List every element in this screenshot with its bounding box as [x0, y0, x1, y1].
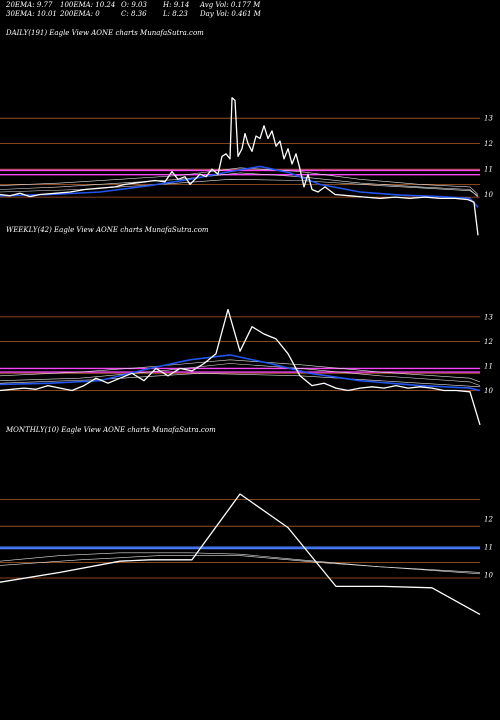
weekly-chart: 13 12 11 10 [0, 308, 493, 426]
monthly-y-tick-0: 12 [484, 516, 493, 524]
weekly-chart-title: WEEKLY(42) Eagle View AONE charts Munafa… [6, 226, 209, 234]
stat-30ema: 30EMA: 10.01 [6, 10, 57, 18]
stat-close: C: 8.36 [121, 10, 147, 18]
weekly-ema-line-2 [0, 372, 481, 388]
weekly-price-line [0, 308, 481, 426]
weekly-ema-line-0 [0, 363, 481, 386]
daily-y-tick-2: 11 [484, 166, 493, 174]
monthly-y-tick-2: 10 [484, 572, 493, 580]
stat-low: L: 8.23 [163, 10, 188, 18]
stat-20ema: 20EMA: 9.77 [6, 1, 53, 9]
daily-y-tick-0: 13 [484, 115, 493, 123]
weekly-y-tick-3: 10 [484, 387, 493, 395]
stat-high: H: 9.14 [163, 1, 190, 9]
weekly-y-tick-2: 11 [484, 363, 493, 371]
daily-price-line [0, 97, 479, 236]
stat-open: O: 9.03 [121, 1, 147, 9]
weekly-y-tick-1: 12 [484, 338, 493, 346]
stat-avg-vol: Avg Vol: 0.177 M [200, 1, 261, 9]
monthly-price-line [0, 493, 481, 615]
stat-100ema: 100EMA: 10.24 [60, 1, 116, 9]
monthly-chart-title: MONTHLY(10) Eagle View AONE charts Munaf… [6, 426, 216, 434]
daily-ema-line-0 [0, 172, 479, 198]
stat-day-vol: Day Vol: 0.461 M [200, 10, 261, 18]
monthly-y-tick-1: 11 [484, 544, 493, 552]
daily-ema-line-1 [0, 167, 479, 195]
stat-200ema: 200EMA: 0 [60, 10, 100, 18]
daily-chart-title: DAILY(191) Eagle View AONE charts Munafa… [6, 29, 204, 37]
daily-ema-blue-line [0, 165, 479, 208]
daily-chart: 13 12 11 10 [0, 97, 493, 236]
daily-y-tick-3: 10 [484, 191, 493, 199]
weekly-y-tick-0: 13 [484, 313, 493, 321]
monthly-chart: 12 11 10 [0, 493, 493, 615]
daily-y-tick-1: 12 [484, 140, 493, 148]
monthly-ema-line-1 [0, 555, 481, 575]
